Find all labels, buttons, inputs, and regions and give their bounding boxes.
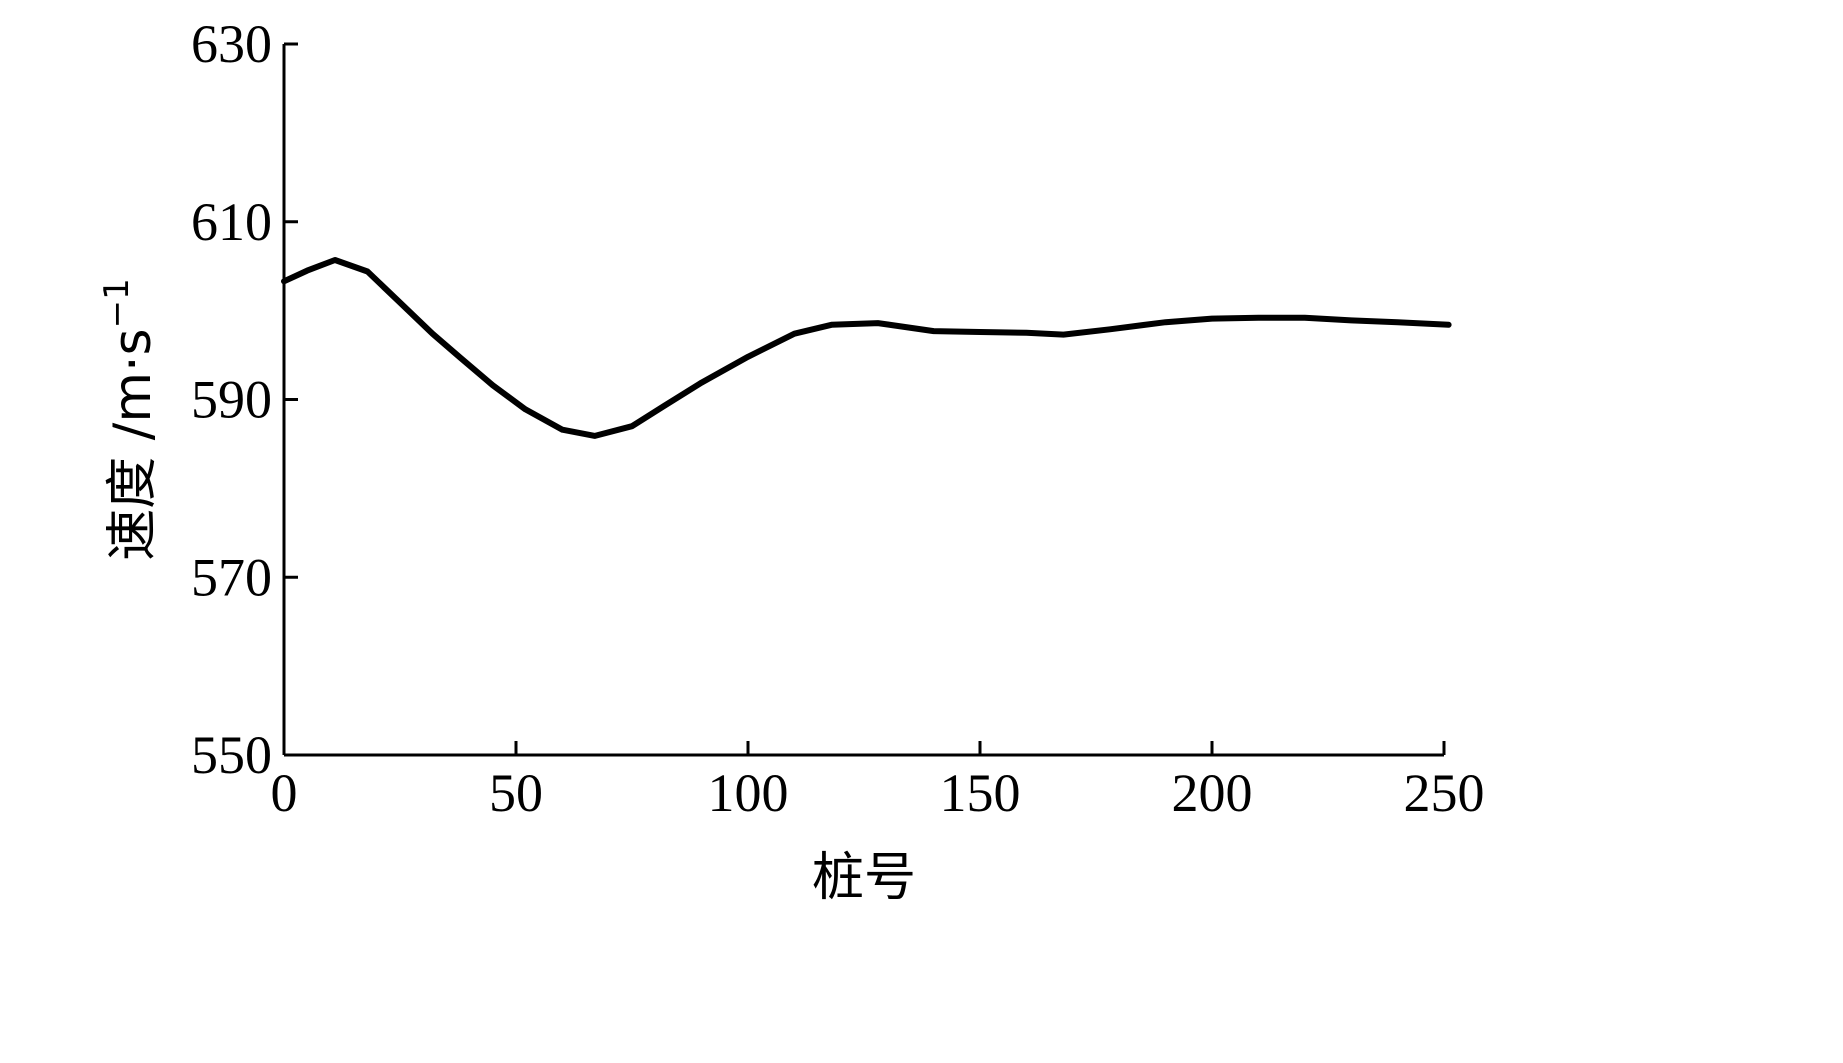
y-tick-label: 590 [191, 370, 272, 430]
y-axis-ticks: 550 570 590 610 630 [191, 14, 298, 785]
y-tick-label: 610 [191, 192, 272, 252]
x-axis-ticks: 0 50 100 150 200 250 [271, 741, 1485, 823]
x-tick-label: 0 [271, 763, 298, 823]
x-tick-label: 250 [1404, 763, 1485, 823]
x-tick-label: 200 [1172, 763, 1253, 823]
y-axis-title-unit-exponent: −1 [97, 278, 137, 328]
x-tick-label: 100 [708, 763, 789, 823]
svg-text:速度 /m·s−1: 速度 /m·s−1 [97, 278, 163, 560]
y-axis-title: 速度 /m·s−1 [97, 278, 163, 560]
series-line [281, 257, 1452, 439]
y-tick-label: 630 [191, 14, 272, 74]
y-axis-title-main: 速度 /m·s [103, 328, 163, 560]
x-tick-label: 50 [489, 763, 543, 823]
y-tick-label: 550 [191, 725, 272, 785]
x-axis-title: 桩号 [812, 848, 916, 908]
x-tick-label: 150 [940, 763, 1021, 823]
y-tick-label: 570 [191, 547, 272, 607]
